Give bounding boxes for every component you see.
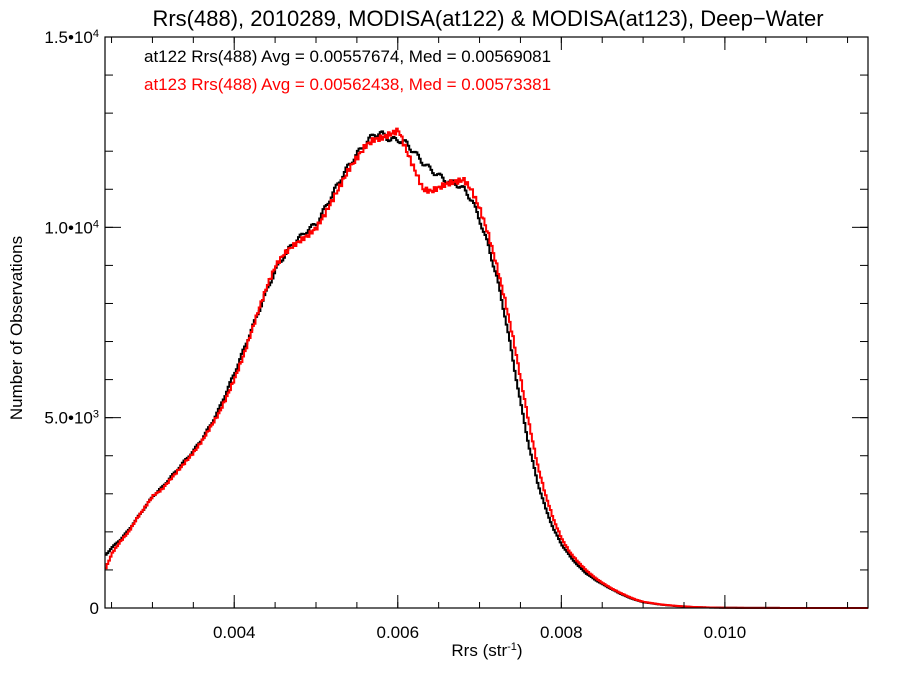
chart-title: Rrs(488), 2010289, MODISA(at122) & MODIS… [152, 6, 823, 31]
y-tick-label: 5.0•103 [44, 409, 99, 428]
series-line-2 [105, 127, 868, 609]
series-layer [105, 127, 868, 609]
y-tick-label: 1.0•104 [44, 218, 99, 237]
x-tick-label: 0.006 [376, 623, 419, 642]
x-tick-label: 0.010 [704, 623, 747, 642]
annotation-line-2: at123 Rrs(488) Avg = 0.00562438, Med = 0… [144, 75, 551, 94]
x-axis-label: Rrs (str-1) [451, 641, 522, 660]
x-tick-label: 0.004 [213, 623, 256, 642]
x-axis-label-main: Rrs (str [451, 641, 507, 660]
x-axis-label-close: ) [517, 641, 523, 660]
x-axis-label-superscript: -1 [507, 641, 517, 653]
legend-annotations: at122 Rrs(488) Avg = 0.00557674, Med = 0… [144, 47, 551, 94]
series-line-1 [105, 130, 868, 609]
annotation-line-1: at122 Rrs(488) Avg = 0.00557674, Med = 0… [144, 47, 551, 66]
x-axis-ticks: 0.004 0.006 0.008 0.010 [111, 37, 849, 642]
x-tick-label: 0.008 [540, 623, 583, 642]
plot-frame [104, 36, 869, 609]
y-axis-ticks: 0 5.0•103 1.0•104 1.5•104 [44, 28, 868, 618]
y-tick-label: 0 [90, 599, 99, 618]
y-tick-label: 1.5•104 [44, 28, 99, 47]
y-axis-label: Number of Observations [7, 236, 26, 420]
